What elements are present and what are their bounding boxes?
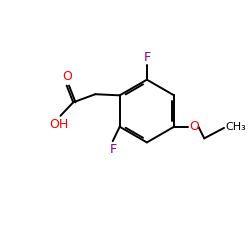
Text: O: O [62,70,72,83]
Text: F: F [110,143,117,156]
Text: OH: OH [49,118,68,131]
Text: O: O [189,120,199,133]
Text: F: F [143,51,150,64]
Text: CH₃: CH₃ [226,122,246,132]
